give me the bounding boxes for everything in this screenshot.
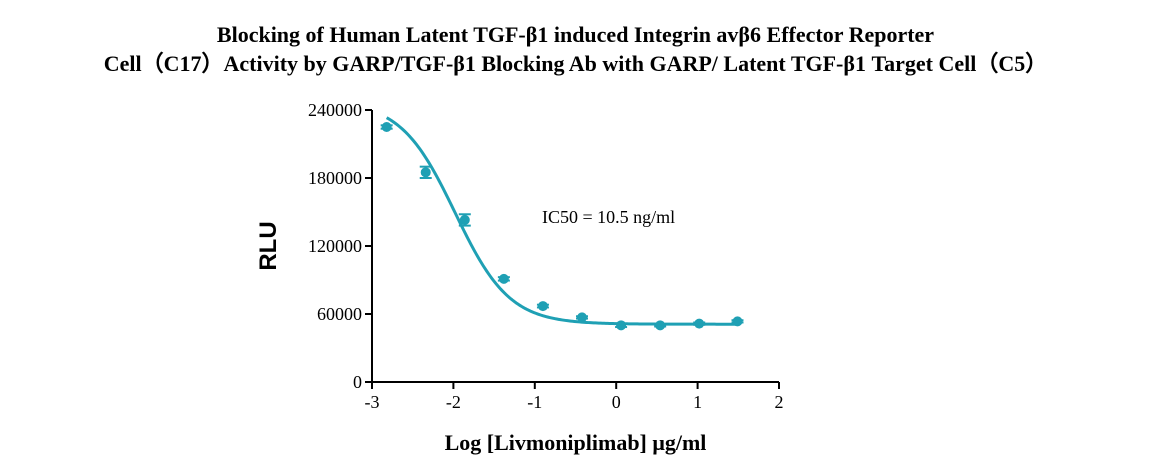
x-tick-label: 2 bbox=[775, 392, 784, 412]
x-tick-label: -2 bbox=[446, 392, 461, 412]
y-axis-label: RLU bbox=[255, 221, 282, 270]
data-point bbox=[380, 122, 393, 132]
data-point bbox=[693, 318, 706, 329]
data-point bbox=[731, 316, 744, 327]
chart-title-line-1: Blocking of Human Latent TGF-β1 induced … bbox=[216, 22, 935, 47]
chart-title: Blocking of Human Latent TGF-β1 induced … bbox=[0, 20, 1151, 78]
data-point bbox=[497, 273, 510, 284]
y-tick-label: 180000 bbox=[308, 168, 362, 188]
data-point bbox=[419, 165, 432, 179]
y-tick-label: 240000 bbox=[308, 100, 362, 120]
fit-curve-layer bbox=[385, 116, 738, 326]
data-points-layer bbox=[380, 122, 744, 331]
axes: -3 -2 -1 0 1 2 0 60000 120000 180000 240000 bbox=[308, 100, 784, 412]
x-tick-label: 1 bbox=[693, 392, 702, 412]
x-tick-label: -1 bbox=[527, 392, 542, 412]
fit-curve bbox=[385, 116, 738, 326]
y-tick-label: 60000 bbox=[317, 304, 362, 324]
y-tick-label: 0 bbox=[353, 372, 362, 392]
x-tick-label: 0 bbox=[612, 392, 621, 412]
ic50-annotation: IC50 = 10.5 ng/ml bbox=[542, 207, 675, 227]
x-tick-label: -3 bbox=[365, 392, 380, 412]
data-point bbox=[458, 213, 471, 227]
data-point bbox=[576, 312, 589, 323]
data-point bbox=[654, 320, 667, 331]
data-point bbox=[615, 320, 628, 331]
y-tick-label: 120000 bbox=[308, 236, 362, 256]
data-point bbox=[536, 301, 549, 312]
chart-title-line-2: Cell（C17）Activity by GARP/TGF-β1 Blockin… bbox=[103, 51, 1048, 76]
x-axis-label: Log [Livmoniplimab] μg/ml bbox=[445, 430, 707, 455]
